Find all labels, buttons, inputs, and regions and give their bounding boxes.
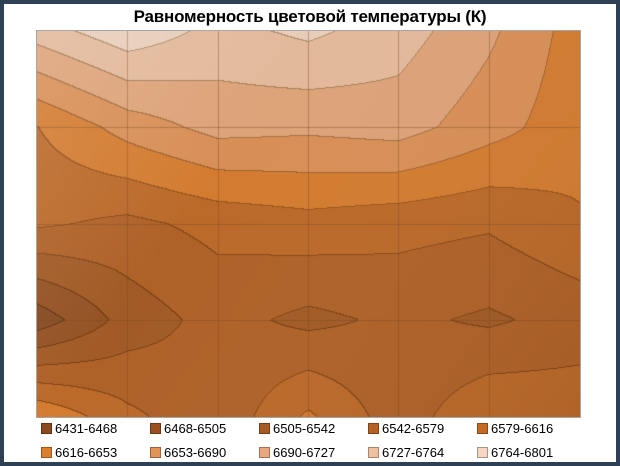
legend-swatch-icon xyxy=(259,446,270,458)
contour-surface-canvas[interactable] xyxy=(37,31,580,417)
legend-item[interactable]: 6505-6542 xyxy=(259,420,368,436)
legend-row-2: 6616-6653 6653-6690 6690-6727 6727-6764 … xyxy=(41,444,586,460)
legend-item[interactable]: 6616-6653 xyxy=(41,444,150,460)
legend-swatch-icon xyxy=(259,422,270,434)
legend-swatch-icon xyxy=(368,446,379,458)
legend-item[interactable]: 6764-6801 xyxy=(477,444,586,460)
legend-item[interactable]: 6468-6505 xyxy=(150,420,259,436)
chart-title: Равномерность цветовой температуры (К) xyxy=(133,7,487,26)
legend-row-1: 6431-6468 6468-6505 6505-6542 6542-6579 … xyxy=(41,420,586,436)
legend-item[interactable]: 6542-6579 xyxy=(368,420,477,436)
legend-label: 6616-6653 xyxy=(55,444,118,460)
legend-swatch-icon xyxy=(477,446,488,458)
legend-label: 6505-6542 xyxy=(273,420,336,436)
legend-swatch-icon xyxy=(368,422,379,434)
plot-area[interactable] xyxy=(36,30,581,418)
legend-label: 6579-6616 xyxy=(491,420,554,436)
legend-item[interactable]: 6690-6727 xyxy=(259,444,368,460)
legend-item[interactable]: 6727-6764 xyxy=(368,444,477,460)
legend-label: 6468-6505 xyxy=(164,420,227,436)
legend-item[interactable]: 6579-6616 xyxy=(477,420,586,436)
legend-label: 6431-6468 xyxy=(55,420,118,436)
legend-swatch-icon xyxy=(41,446,52,458)
legend-swatch-icon xyxy=(150,446,161,458)
legend-label: 6690-6727 xyxy=(273,444,336,460)
legend-label: 6727-6764 xyxy=(382,444,445,460)
legend-swatch-icon xyxy=(477,422,488,434)
legend-swatch-icon xyxy=(150,422,161,434)
legend-item[interactable]: 6431-6468 xyxy=(41,420,150,436)
legend-swatch-icon xyxy=(41,422,52,434)
legend-label: 6764-6801 xyxy=(491,444,554,460)
legend-label: 6653-6690 xyxy=(164,444,227,460)
legend-label: 6542-6579 xyxy=(382,420,445,436)
legend-item[interactable]: 6653-6690 xyxy=(150,444,259,460)
